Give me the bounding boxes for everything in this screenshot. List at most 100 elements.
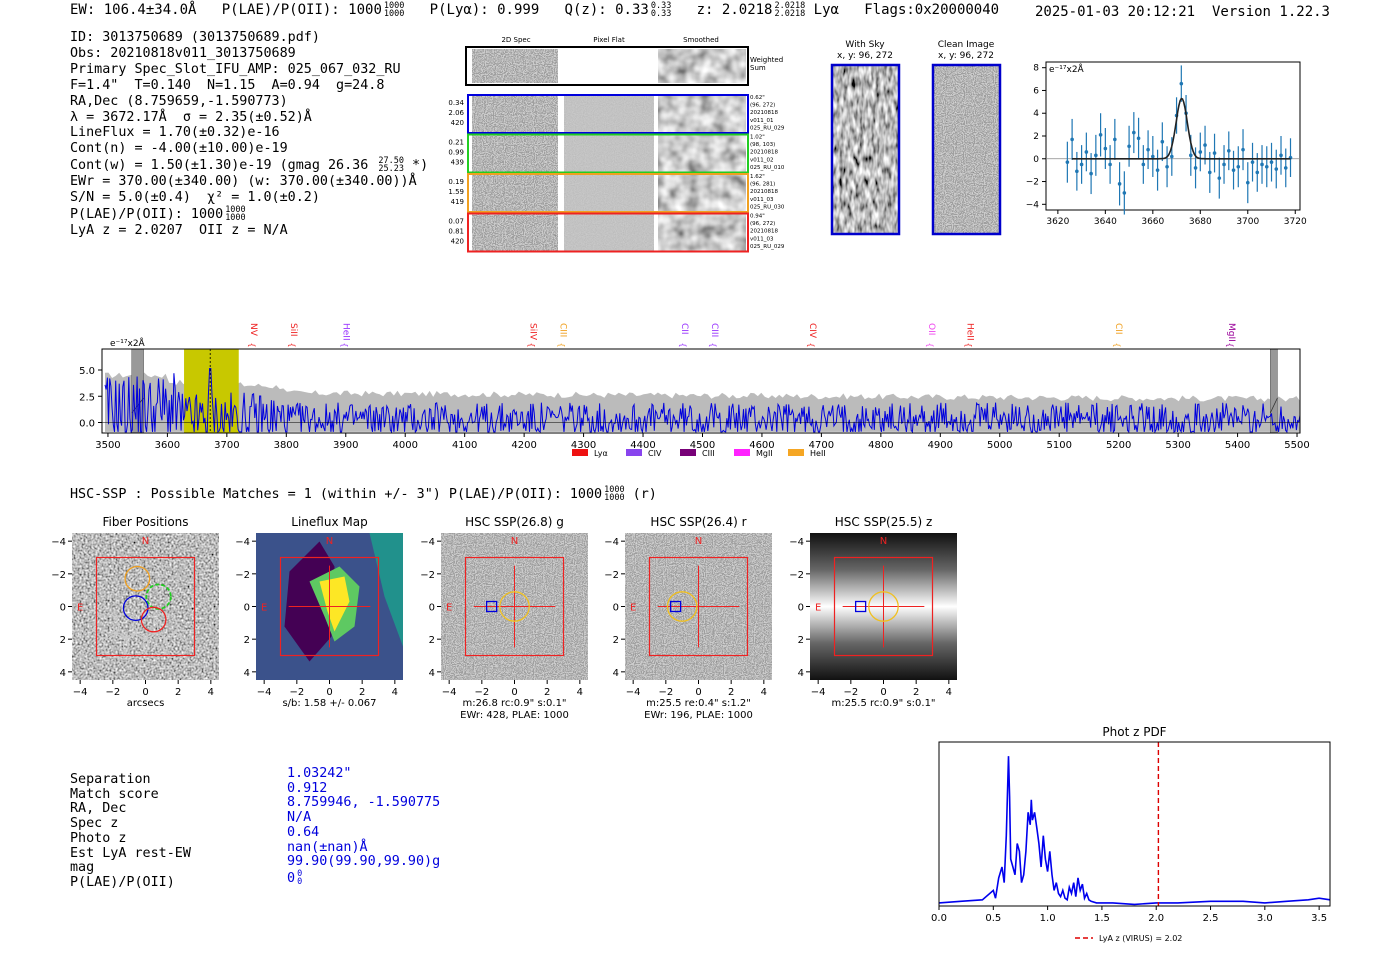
- fit-point: [1165, 164, 1169, 169]
- spectrum-xtick-label: 4800: [868, 440, 893, 451]
- spec2d-row-2d: [472, 96, 558, 132]
- fiber-circle-orange: [124, 565, 151, 592]
- header-plya: P(Lyα): 0.999: [429, 2, 540, 18]
- spec2d-row-right-label: 025_RU_029: [750, 125, 785, 131]
- line-fit-plot: 3620 3640 3660 3680 3700 3720 −4 −2 0 2 4 6 8 e⁻¹⁷x2Å: [1026, 61, 1307, 227]
- spectrum-ytick-label: 2.5: [79, 392, 95, 403]
- lineflux-dark-region: [284, 541, 335, 662]
- emission-line-tick: {: [708, 342, 717, 347]
- info-plae-text: P(LAE)/P(OII): 1000: [70, 206, 224, 222]
- spec2d-row-frame: [467, 94, 749, 134]
- hsc-ytick-label: −4: [51, 537, 66, 548]
- emission-line-tick: {: [679, 342, 688, 347]
- photz-xtick-label: 0.0: [931, 913, 947, 924]
- spec2d-row-right-label: 1.62": [750, 174, 765, 180]
- emission-line-label: SiII: [288, 323, 298, 337]
- spec2d-row-frame: [467, 173, 749, 213]
- info-plae-hi: 1000: [225, 204, 246, 215]
- emission-line-label: MgII: [1226, 323, 1236, 342]
- match-label: Est LyA rest-EW: [70, 845, 191, 861]
- fit-point: [1222, 162, 1226, 167]
- hsc-north-label: N: [695, 536, 702, 547]
- hsc-ytick-label: 4: [244, 668, 250, 679]
- hsc-panel-caption: m:25.5 re:0.4" s:1.2": [646, 698, 751, 709]
- hsc-xtick-label: 0: [511, 687, 517, 698]
- fit-point: [1245, 180, 1250, 185]
- hsc-aperture-circle: [868, 591, 899, 622]
- hsc-panel-title: Lineflux Map: [291, 515, 367, 529]
- hsc-xtick-label: 0: [880, 687, 886, 698]
- with-sky-xy: x, y: 96, 272: [837, 51, 893, 61]
- spec2d-row-right-label: v011_02: [750, 157, 774, 163]
- clean-xy: x, y: 96, 272: [938, 51, 994, 61]
- emission-line-tick: {: [527, 342, 536, 347]
- spectrum-ylabel: e⁻¹⁷x2Å: [110, 337, 146, 349]
- hsc-ytick-label: −4: [789, 537, 804, 548]
- fit-ytick-label: −4: [1026, 200, 1040, 210]
- fiber-circle-red: [140, 606, 167, 633]
- spectrum-xtick-label: 4400: [630, 440, 655, 451]
- fit-point: [1203, 143, 1207, 147]
- emission-line-label: HeII: [965, 323, 975, 341]
- match-values: 1.03242" 0.912 8.759946, -1.590775 N/A 0…: [287, 766, 441, 887]
- spec2d-weighted-smoothed: [658, 49, 746, 83]
- hsc-xtick-label: 2: [359, 687, 365, 698]
- hsc-xtick-label: 0: [326, 687, 332, 698]
- hsc-xtick-label: −2: [474, 687, 489, 698]
- hsc-fiber-circle: [103, 632, 129, 659]
- hsc-east-label: E: [630, 603, 636, 614]
- fit-ytick-label: 0: [1033, 155, 1039, 165]
- spec2d-row-flat: [564, 96, 654, 132]
- spectrum-xtick-label: 4500: [690, 440, 715, 451]
- hsc-ytick-label: 0: [613, 603, 619, 614]
- spec2d-row-flat: [564, 135, 654, 172]
- match-value-mag: 99.90(99.90,99.90)g: [287, 854, 441, 870]
- header-z-hi: 2.0218: [774, 1, 806, 11]
- emission-line-label: CIII: [557, 323, 567, 337]
- hsc-ytick-label: −2: [420, 570, 435, 581]
- spec2d-row-right-label: (96, 281): [750, 182, 775, 188]
- emission-line-label: OII: [926, 323, 936, 335]
- hsc-panel-title: HSC SSP(26.8) g: [465, 515, 564, 529]
- fit-xtick-label: 3720: [1284, 217, 1307, 227]
- spec2d-row-right-label: 025_RU_029: [750, 244, 785, 250]
- header-qz: Q(z): 0.33: [564, 2, 649, 18]
- fit-point: [1108, 162, 1112, 167]
- hsc-ytick-label: −4: [420, 537, 435, 548]
- spec2d-row-right-label: 1.02": [750, 135, 765, 141]
- info-id: ID: 3013750689 (3013750689.pdf): [70, 30, 320, 45]
- match-value-score: 0.912: [287, 780, 328, 796]
- header-plae-frac: 1000 1000: [384, 2, 404, 19]
- fit-point: [1255, 170, 1260, 175]
- hsc-ytick-label: 0: [798, 603, 804, 614]
- hsc-panel-caption: arcsecs: [127, 698, 165, 709]
- photz-xtick-label: 1.0: [1040, 913, 1056, 924]
- match-label: Match score: [70, 786, 159, 802]
- fit-point: [1264, 164, 1269, 169]
- hsc-east-label: E: [261, 603, 267, 614]
- with-sky-title: With Sky: [845, 40, 885, 50]
- spectrum-xtick-label: 4300: [571, 440, 596, 451]
- fit-axes-frame: [1045, 61, 1301, 211]
- hsc-xtick-label: 0: [695, 687, 701, 698]
- hsc-ytick-label: 0: [244, 603, 250, 614]
- hsc-fiber-circle: [162, 632, 188, 659]
- spec2d-weighted-2d: [472, 49, 558, 83]
- info-plae-frac: 1000 1000: [225, 204, 246, 223]
- hsc-ytick-label: 2: [244, 635, 250, 646]
- hsc-xtick-label: −2: [105, 687, 120, 698]
- hsc-ytick-label: 4: [798, 668, 804, 679]
- spectrum-xtick-label: 3700: [214, 440, 239, 451]
- with-sky-image: [832, 65, 899, 234]
- spectrum-xtick-label: 4900: [928, 440, 953, 451]
- emission-line-label: HeII: [340, 323, 350, 341]
- hsc-panel-caption-2: EWr: 196, PLAE: 1000: [644, 710, 753, 721]
- spec2d-row-right-label: v011_03: [750, 197, 774, 203]
- hsc-xtick-label: 4: [392, 687, 398, 698]
- info-ewr: EWr = 370.00(±340.00) (w: 370.00(±340.00…: [70, 174, 417, 190]
- fit-point: [1269, 160, 1274, 164]
- spectrum-line: [104, 368, 1301, 434]
- fit-point: [1226, 149, 1231, 153]
